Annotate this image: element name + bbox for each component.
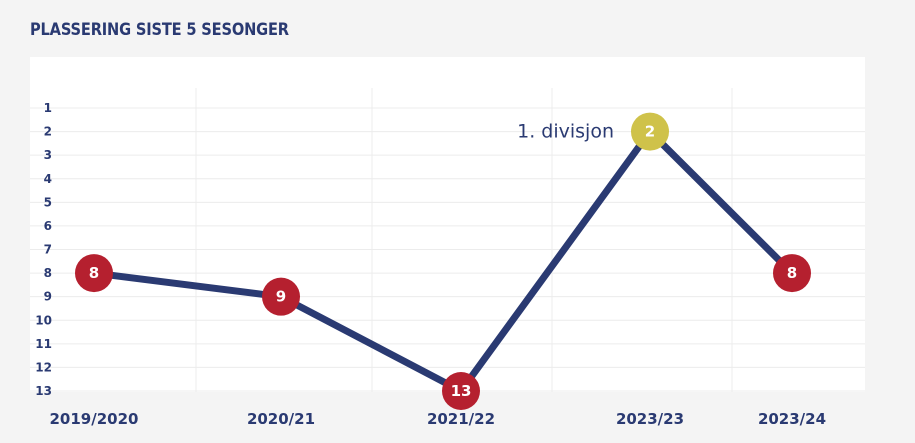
series-line <box>90 128 796 395</box>
data-point-label: 8 <box>89 264 99 282</box>
y-tick-label: 4 <box>44 172 52 186</box>
x-tick-label: 2019/2020 <box>50 410 139 428</box>
y-tick-label: 9 <box>44 290 52 304</box>
x-tick-label: 2020/21 <box>247 410 315 428</box>
data-point-marker <box>75 254 113 293</box>
data-point: 8 <box>75 254 113 293</box>
x-tick-label: 2021/22 <box>427 410 495 428</box>
x-tick-label: 2023/23 <box>616 410 684 428</box>
y-tick-label: 8 <box>44 266 52 280</box>
data-point-label: 8 <box>787 264 797 282</box>
annotations: 1. divisjon <box>517 121 614 143</box>
data-point: 8 <box>773 254 811 293</box>
y-tick-label: 2 <box>44 125 52 139</box>
y-tick-label: 10 <box>35 313 52 327</box>
data-point-marker <box>262 277 300 316</box>
annotation-label: 1. divisjon <box>517 121 614 143</box>
y-tick-label: 3 <box>44 148 52 162</box>
chart-panel <box>30 57 865 392</box>
data-point: 2 <box>631 112 669 151</box>
data-point-marker <box>631 112 669 151</box>
y-tick-label: 11 <box>35 337 52 351</box>
data-point-label: 9 <box>276 288 286 306</box>
data-points: 8 9 13 2 8 <box>75 112 811 410</box>
x-axis-ticks: 2019/2020 2020/21 2021/22 2023/23 2023/24 <box>50 410 827 428</box>
y-tick-label: 13 <box>35 384 52 398</box>
data-point: 9 <box>262 277 300 316</box>
x-tick-label: 2023/24 <box>758 410 826 428</box>
y-tick-label: 5 <box>44 195 52 209</box>
data-point-label: 13 <box>451 382 472 400</box>
chart-title: PLASSERING SISTE 5 SESONGER <box>30 20 289 40</box>
data-point-marker <box>442 372 480 410</box>
data-point-marker <box>773 254 811 293</box>
y-tick-label: 7 <box>44 243 52 257</box>
grid-lines <box>30 88 865 392</box>
series-line-group <box>90 128 796 395</box>
y-tick-label: 6 <box>44 219 52 233</box>
data-point-label: 2 <box>645 123 655 141</box>
y-tick-label: 12 <box>35 360 52 374</box>
y-tick-label: 1 <box>44 101 52 115</box>
data-point: 13 <box>442 372 480 410</box>
